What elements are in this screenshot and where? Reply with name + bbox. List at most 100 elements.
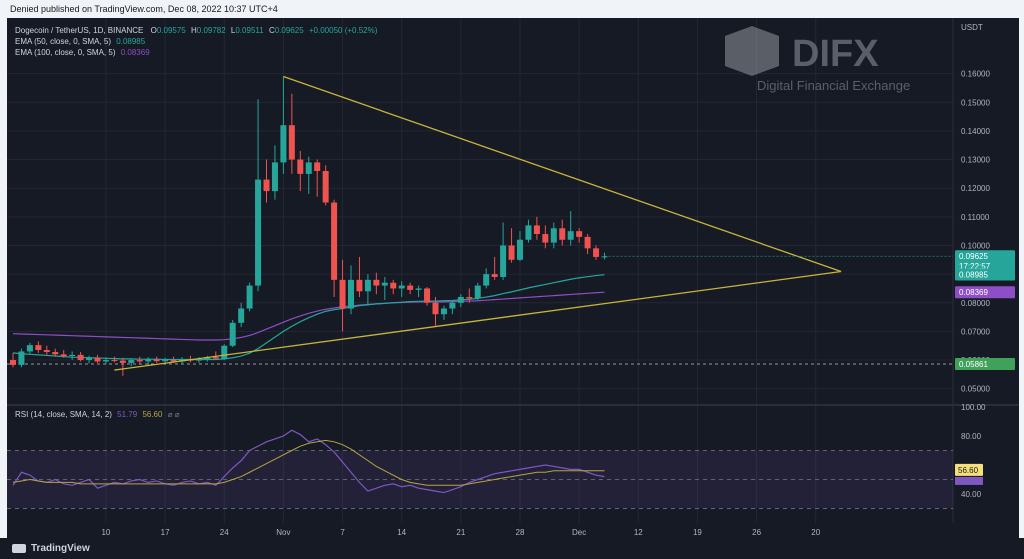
grid-lines — [7, 18, 1019, 523]
time-tick-label: 20 — [811, 528, 820, 537]
time-tick-label: 24 — [220, 528, 229, 537]
time-tick-label: Nov — [276, 528, 290, 537]
price-tick-label: 0.10000 — [961, 241, 990, 250]
candle-body — [77, 354, 84, 361]
time-tick-label: Dec — [572, 528, 586, 537]
time-tick-label: 21 — [456, 528, 465, 537]
legend-c-label: C — [269, 26, 275, 35]
legend-symbol: Dogecoin / TetherUS, 1D, BINANCE — [15, 26, 143, 35]
candle-body — [457, 297, 464, 303]
price-tick-label: 0.11000 — [961, 213, 990, 222]
candle-body — [221, 345, 228, 359]
candle-body — [364, 279, 371, 292]
candle-body — [432, 302, 439, 315]
chart-legend: Dogecoin / TetherUS, 1D, BINANCE O0.0957… — [15, 26, 378, 419]
ema50-price-tag: 0.08985 — [959, 271, 988, 280]
candle-body — [94, 357, 101, 362]
candle-body — [500, 245, 507, 277]
candle-body — [373, 279, 380, 286]
candle-body — [271, 162, 278, 192]
candle-body — [10, 360, 16, 365]
rsi-tick-label: 40.00 — [961, 490, 982, 499]
candle-body — [415, 288, 422, 290]
candle-body — [119, 360, 126, 363]
currency-label: USDT — [961, 23, 983, 32]
candle-body — [102, 360, 109, 362]
rsi-legend-icons: ⌀ ⌀ — [168, 410, 180, 419]
ema50-line — [12, 274, 605, 361]
candle-body — [238, 308, 245, 323]
publish-header: Denied published on TradingView.com, Dec… — [0, 0, 1024, 18]
candle-body — [593, 248, 600, 257]
candle-body — [35, 345, 42, 351]
current-price-tag-bg — [955, 250, 1015, 273]
time-axis[interactable]: 10 17 24 Nov 7 14 21 28 Dec 12 19 26 20 — [101, 528, 820, 537]
candle-body — [466, 297, 473, 299]
svg-text:Dogecoin / TetherUS, 1D, BINAN: Dogecoin / TetherUS, 1D, BINANCE O0.0957… — [15, 26, 378, 35]
candle-body — [542, 234, 549, 243]
price-axis[interactable]: 0.16000 0.15000 0.14000 0.13000 0.12000 0.110… — [955, 23, 1015, 499]
candle-body — [491, 274, 498, 277]
footer-brand: TradingView — [31, 543, 90, 554]
rsi-tick-label: 80.00 — [961, 432, 982, 441]
chart-svg[interactable]: DIFX Digital Financial Exchange 0.160000… — [7, 18, 1019, 538]
candle-body — [111, 360, 118, 362]
candle-body — [229, 322, 236, 346]
svg-text:EMA (100, close, 0, SMA, 5): EMA (100, close, 0, SMA, 5) 0.08369 — [15, 48, 150, 57]
candle-body — [525, 225, 532, 240]
time-tick-label: 28 — [516, 528, 525, 537]
legend-h-value: 0.09782 — [197, 26, 226, 35]
rsi-legend-label: RSI (14, close, SMA, 14, 2) — [15, 410, 112, 419]
candle-body — [474, 285, 481, 299]
candle-body — [69, 354, 76, 357]
price-pane[interactable] — [7, 75, 953, 376]
chart-area[interactable]: DIFX Digital Financial Exchange 0.16000 0… — [7, 18, 1019, 538]
legend-l-label: L — [231, 26, 236, 35]
price-tick-label: 0.13000 — [961, 156, 990, 165]
candle-body — [305, 162, 312, 174]
rsi-pane[interactable] — [7, 429, 953, 509]
candle-body — [314, 162, 321, 172]
candle-body — [18, 351, 25, 365]
price-tick-label: 0.12000 — [961, 184, 990, 193]
level-price-tag: 0.05861 — [959, 360, 988, 369]
legend-h-label: H — [191, 26, 197, 35]
candle-body — [559, 228, 566, 240]
time-tick-label: 26 — [752, 528, 761, 537]
tradingview-logo[interactable]: TradingView — [12, 543, 90, 554]
candle-body — [424, 288, 431, 303]
tradingview-logo-icon — [12, 544, 26, 553]
candle-body — [297, 159, 304, 174]
trendline-upper — [283, 75, 842, 273]
price-tick-label: 0.15000 — [961, 98, 990, 107]
candle-body — [517, 239, 523, 260]
price-tick-label: 0.16000 — [961, 70, 990, 79]
candle-body — [153, 359, 160, 362]
watermark-tagline: Digital Financial Exchange — [757, 78, 910, 93]
candle-body — [348, 279, 354, 309]
candle-body — [322, 171, 329, 203]
level-price-tag-bg — [955, 358, 1015, 371]
candle-body — [43, 350, 50, 353]
ema100-line — [12, 291, 605, 341]
candle-body — [576, 231, 583, 237]
candle-body — [204, 357, 211, 360]
rsi-sma-line — [12, 439, 605, 486]
svg-text:EMA (50, close, 0, SMA, 5): EMA (50, close, 0, SMA, 5) 0.08985 — [15, 37, 146, 46]
watermark-brand: DIFX — [792, 33, 879, 75]
price-tick-label: 0.14000 — [961, 127, 990, 136]
candle-body — [331, 202, 338, 280]
candle-body — [288, 125, 295, 160]
time-tick-label: 10 — [101, 528, 110, 537]
candle-body — [601, 256, 608, 258]
current-price-tag: 0.09625 — [959, 252, 988, 261]
candle-body — [162, 360, 169, 362]
rsi-tick-label: 100.00 — [961, 403, 986, 412]
candle-body — [356, 279, 363, 292]
rsi-legend-sma: 56.60 — [142, 410, 163, 419]
ema100-price-tag-bg — [955, 286, 1015, 299]
candle-body — [145, 359, 152, 362]
candle-body — [255, 179, 262, 286]
legend-ema50-label: EMA (50, close, 0, SMA, 5) — [15, 37, 111, 46]
price-tick-label: 0.07000 — [961, 327, 990, 336]
